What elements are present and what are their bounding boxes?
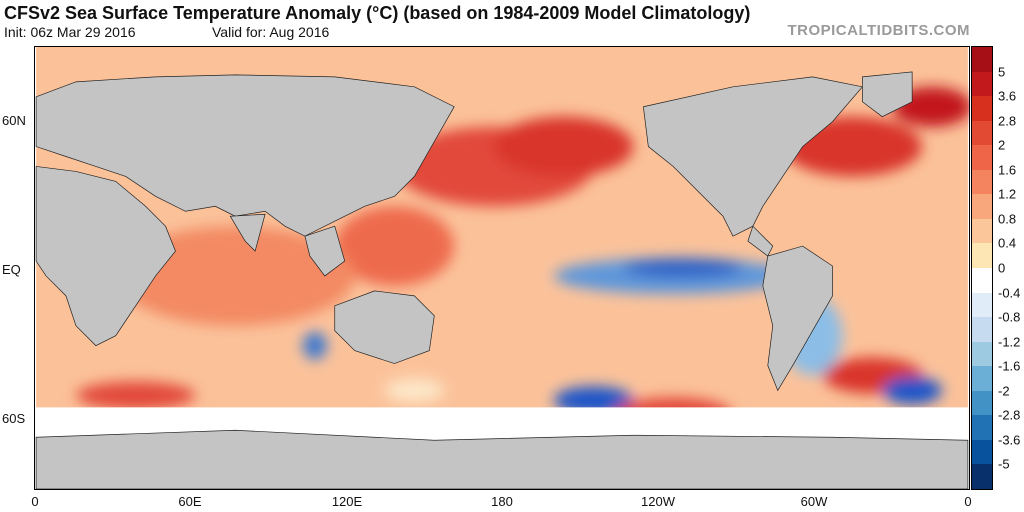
colorbar-tick-label: -0.4 bbox=[998, 285, 1021, 301]
colorbar-swatch bbox=[972, 218, 992, 244]
colorbar-swatch bbox=[972, 47, 992, 73]
valid-time: Valid for: Aug 2016 bbox=[212, 24, 330, 40]
colorbar-swatch bbox=[972, 439, 992, 465]
land-masses bbox=[35, 71, 969, 489]
colorbar-tick-label: 2 bbox=[998, 137, 1006, 153]
colorbar-swatch bbox=[972, 415, 992, 441]
eurasia bbox=[35, 74, 455, 237]
antarctica bbox=[35, 429, 969, 489]
colorbar-swatch bbox=[972, 243, 992, 269]
lon-label: 120W bbox=[641, 494, 675, 509]
lat-label: 60S bbox=[2, 411, 26, 426]
lon-label: 60E bbox=[178, 494, 202, 509]
australia bbox=[334, 290, 435, 364]
colorbar-tick-label: -1.2 bbox=[998, 334, 1021, 350]
colorbar bbox=[971, 46, 993, 490]
colorbar-tick-label: -1.6 bbox=[998, 358, 1021, 374]
colorbar-tick-label: 3.6 bbox=[998, 88, 1017, 104]
lat-label: 60N bbox=[2, 113, 26, 128]
colorbar-tick-label: -0.8 bbox=[998, 309, 1021, 325]
colorbar-swatch bbox=[972, 317, 992, 343]
lon-label: 60W bbox=[800, 494, 828, 509]
colorbar-tick-label: 1.6 bbox=[998, 162, 1017, 178]
colorbar-swatch bbox=[972, 120, 992, 146]
colorbar-swatch bbox=[972, 145, 992, 171]
anomaly-field bbox=[75, 86, 969, 434]
colorbar-tick-label: -2.8 bbox=[998, 407, 1021, 423]
brand-watermark: TROPICALTIDBITS.COM bbox=[787, 22, 970, 39]
lon-label: 180 bbox=[491, 494, 513, 509]
colorbar-swatch bbox=[972, 194, 992, 220]
colorbar-swatch bbox=[972, 366, 992, 392]
colorbar-swatch bbox=[972, 96, 992, 122]
colorbar-tick-label: 1.2 bbox=[998, 186, 1017, 202]
colorbar-tick-label: 0.4 bbox=[998, 235, 1017, 251]
colorbar-tick-label: 0 bbox=[998, 260, 1006, 276]
colorbar-tick-label: -2 bbox=[998, 383, 1010, 399]
lon-label: 120E bbox=[331, 494, 363, 509]
colorbar-swatch bbox=[972, 464, 992, 490]
lon-label: 0 bbox=[31, 494, 39, 509]
colorbar-tick-label: -5 bbox=[998, 456, 1010, 472]
colorbar-swatch bbox=[972, 71, 992, 97]
greenland bbox=[862, 71, 913, 118]
colorbar-tick-label: 5 bbox=[998, 64, 1006, 80]
lat-label: EQ bbox=[2, 262, 21, 277]
colorbar-tick-label: 2.8 bbox=[998, 113, 1017, 129]
colorbar-swatch bbox=[972, 268, 992, 294]
colorbar-swatch bbox=[972, 169, 992, 195]
africa bbox=[35, 166, 176, 347]
sst-anomaly-map bbox=[34, 46, 970, 490]
india bbox=[229, 213, 266, 252]
indochina bbox=[304, 225, 346, 277]
colorbar-tick-label: -3.6 bbox=[998, 432, 1021, 448]
colorbar-swatch bbox=[972, 390, 992, 416]
colorbar-swatch bbox=[972, 292, 992, 318]
init-time: Init: 06z Mar 29 2016 bbox=[4, 24, 136, 40]
colorbar-tick-label: 0.8 bbox=[998, 211, 1017, 227]
lon-label: 0 bbox=[964, 494, 972, 509]
colorbar-swatch bbox=[972, 341, 992, 367]
south-america bbox=[762, 245, 833, 392]
chart-title: CFSv2 Sea Surface Temperature Anomaly (°… bbox=[4, 3, 751, 23]
north-america bbox=[642, 76, 864, 237]
